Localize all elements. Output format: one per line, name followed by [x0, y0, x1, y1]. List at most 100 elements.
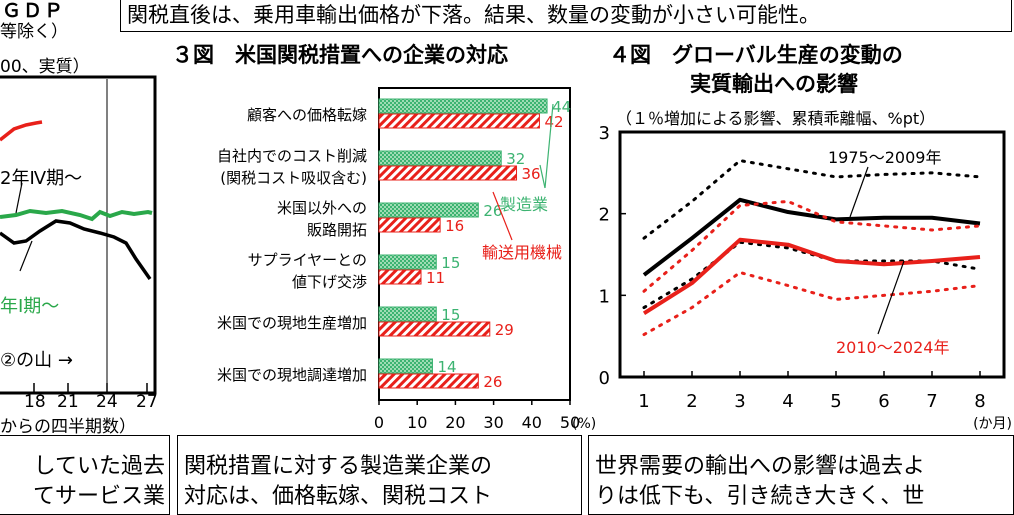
fig3-data-label: 26 [483, 373, 502, 391]
top-caption: 関税直後は、乗用車輸出価格が下落。結果、数量の変動が小さい可能性。 [127, 3, 820, 27]
fig3-bar-transport [378, 217, 441, 233]
fig4-series-line-4 [642, 199, 982, 293]
fig3-title: ３図 米国関税措置への企業の対応 [172, 43, 508, 67]
fig3-x-tick-label: 20 [445, 413, 465, 432]
fig4-y-tick-label: 1 [599, 286, 610, 307]
left-tick-label-24: 24 [96, 392, 118, 412]
fig3-bar-manufacturing [378, 358, 433, 374]
bottom-col3-line2: りは低下も、引き続き大きく、世 [595, 484, 925, 509]
fig3-category-label: 自社内でのコスト削減 [217, 147, 367, 165]
bottom-col1: していた過去 てサービス業 [0, 435, 170, 515]
fig3-category-label: 米国以外への [277, 199, 367, 217]
fig3-unit: (%) [572, 416, 596, 432]
left-title-fragment: ＧＤＰ [2, 0, 66, 22]
left-chart-frame [0, 75, 157, 395]
fig4-chart: 0 1 2 3 1 2 3 4 5 6 7 8 (か月) 1975～2009年 2010～2024年 [599, 123, 1012, 432]
fig3-bar-transport [378, 373, 479, 389]
fig3-bar-transport [378, 321, 491, 337]
fig3-bar-transport [378, 113, 540, 129]
fig3-data-label: 14 [437, 358, 456, 376]
fig4-y-tick-label: 3 [599, 123, 610, 144]
bottom-col2-line1: 関税措置に対する製造業企業の [184, 454, 493, 479]
fig4-x-tick-label: 3 [734, 391, 745, 412]
fig4-frame [618, 130, 1006, 379]
fig4-x-tick-label: 5 [830, 391, 841, 412]
fig3-category-label: 値下げ交渉 [292, 273, 367, 291]
fig4-x-tick-label: 7 [926, 391, 937, 412]
fig4-legend-1975-2009: 1975～2009年 [828, 148, 941, 167]
fig3-category-label: サプライヤーとの [248, 251, 367, 269]
fig3-bar-manufacturing [378, 254, 437, 270]
left-label-c: ②の山 → [0, 350, 73, 371]
fig3-data-label: 29 [495, 321, 514, 339]
fig4-subtitle: （１％増加による影響、累積乖離幅、%pt） [616, 109, 936, 128]
fig3-data-label: 42 [544, 113, 563, 131]
fig3-bar-manufacturing [378, 98, 548, 114]
fig3-frame [378, 87, 571, 401]
fig3-bar-manufacturing [378, 150, 502, 166]
fig4-series-line-1 [642, 159, 982, 240]
fig3-category-label: (関税コスト吸収含む) [220, 169, 367, 187]
fig3-legend-manufacturing: 製造業 [500, 195, 548, 214]
fig3-data-label: 32 [506, 150, 525, 168]
fig3-category-label: 販路開拓 [307, 221, 367, 239]
fig3-data-label: 26 [483, 202, 502, 220]
fig4-x-tick-label: 8 [974, 391, 985, 412]
fig4-series-line-3 [642, 237, 981, 315]
left-xlabel: からの四半期数） [0, 417, 136, 437]
fig4-title-line1: ４図 グローバル生産の変動の [609, 43, 903, 67]
top-caption-box: 関税直後は、乗用車輸出価格が下落。結果、数量の変動が小さい可能性。 [120, 0, 1012, 32]
left-note-1: 等除く） [0, 22, 68, 42]
left-tick-label-18: 18 [24, 392, 46, 412]
left-series-green [0, 208, 153, 222]
bottom-col1-line1: していた過去 [33, 454, 165, 479]
fig3-x-tick-label: 10 [407, 413, 427, 432]
fig4-legend-2010-2024: 2010～2024年 [836, 338, 949, 357]
left-note-2: 00、実質） [0, 57, 90, 77]
fig4-y-tick-label: 2 [599, 205, 610, 226]
fig3-x-tick-label: 40 [522, 413, 542, 432]
fig4-x-tick-label: 6 [878, 391, 889, 412]
fig3-x-tick-label: 50 [560, 413, 580, 432]
fig3-legend-manufacturing-pointer-1 [544, 103, 554, 189]
left-tick-label-21: 21 [57, 392, 79, 412]
fig3-x-tick-label: 30 [483, 413, 503, 432]
fig3-legend-manufacturing-pointer-2 [539, 164, 546, 189]
fig3-data-label: 36 [522, 165, 541, 183]
left-arrow-a [15, 182, 23, 214]
fig4-x-tick-label: 4 [782, 391, 793, 412]
left-chart [0, 75, 157, 395]
fig3-category-label: 米国での現地調達増加 [217, 366, 367, 384]
fig3-legend-transport-pointer [492, 191, 513, 241]
left-label-b: 年Ⅰ期～ [0, 296, 60, 317]
fig3-data-label: 44 [552, 98, 571, 116]
left-series-black [0, 219, 152, 281]
bottom-col1-line2: てサービス業 [32, 484, 165, 509]
fig4-y-tick-label: 0 [599, 368, 610, 389]
fig4-series-line-0 [642, 197, 981, 277]
fig3-data-label: 15 [441, 254, 460, 272]
fig3-data-label: 16 [445, 217, 464, 235]
fig3-data-label: 11 [426, 269, 445, 287]
fig3-data-label: 15 [441, 306, 460, 324]
fig3-bar-manufacturing [378, 202, 479, 218]
fig4-title-line2: 実質輸出への影響 [690, 72, 858, 96]
bottom-col2-line2: 対応は、価格転嫁、関税コスト [184, 484, 493, 509]
left-arrow-b [19, 240, 33, 272]
fig3-legend-transport: 輸送用機械 [482, 243, 562, 262]
left-tick-label-27: 27 [136, 392, 158, 412]
fig3-bar-transport [378, 269, 422, 285]
fig3-bar-manufacturing [378, 306, 437, 322]
bottom-col3-line1: 世界需要の輸出への影響は過去よ [595, 454, 926, 479]
left-series-red [0, 120, 43, 142]
bottom-col2: 関税措置に対する製造業企業の 対応は、価格転嫁、関税コスト [177, 435, 582, 515]
fig4-legend-2010-2024-pointer [877, 260, 905, 335]
fig4-x-unit: (か月) [973, 416, 1012, 432]
fig4-legend-1975-2009-pointer [849, 166, 869, 218]
fig3-category-label: 顧客への価格転嫁 [247, 106, 367, 124]
fig4-x-tick-label: 1 [638, 391, 649, 412]
left-label-a: 2年Ⅳ期～ [0, 168, 83, 189]
fig3-x-tick-label: 0 [374, 413, 384, 432]
fig3-bar-transport [378, 165, 518, 181]
